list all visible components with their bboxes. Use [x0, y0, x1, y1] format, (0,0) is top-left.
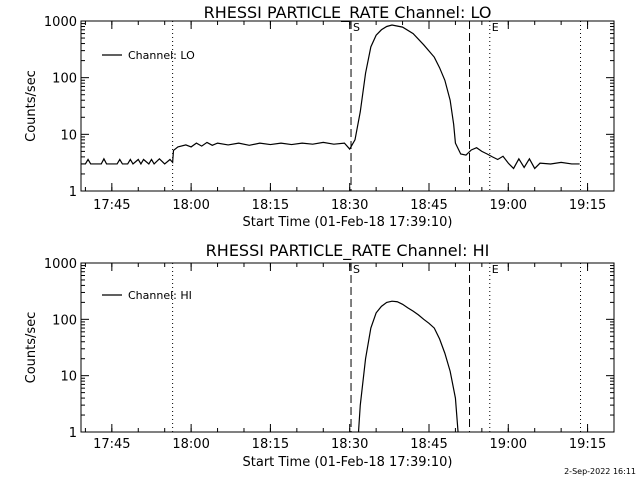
- chart-panel-1: RHESSI PARTICLE_RATE Channel: HI 1 10 100 10…: [24, 241, 615, 470]
- x-tick-label: 17:45: [93, 437, 130, 452]
- y-tick-label: 1000: [44, 257, 77, 272]
- y-axis-label: Counts/sec: [24, 70, 39, 142]
- x-tick-label: 17:45: [93, 198, 130, 213]
- y-tick-label: 1: [69, 185, 77, 200]
- x-tick-label: 18:00: [172, 198, 209, 213]
- legend-label: Channel: HI: [128, 289, 192, 302]
- x-tick-label: 19:00: [490, 437, 527, 452]
- x-tick-label: 18:15: [252, 437, 289, 452]
- x-tick-label: 18:15: [252, 198, 289, 213]
- x-tick-label: 19:15: [569, 437, 606, 452]
- event-marker-e: E: [492, 263, 499, 276]
- x-axis-label: Start Time (01-Feb-18 17:39:10): [243, 455, 453, 470]
- x-axis-label: Start Time (01-Feb-18 17:39:10): [243, 215, 453, 230]
- y-tick-label: 10: [60, 128, 77, 143]
- y-tick-label: 100: [52, 72, 77, 87]
- legend-label: Channel: LO: [128, 49, 195, 62]
- x-tick-label: 18:00: [172, 437, 209, 452]
- y-tick-label: 1: [69, 426, 77, 441]
- chart-title: RHESSI PARTICLE_RATE Channel: HI: [206, 241, 490, 261]
- plot-frame: [80, 20, 615, 192]
- event-marker-s: S: [353, 21, 360, 34]
- y-tick-label: 1000: [44, 15, 77, 30]
- y-tick-label: 10: [60, 370, 77, 385]
- chart-panel-0: RHESSI PARTICLE_RATE Channel: LO 1 10 100 10…: [24, 3, 615, 230]
- y-axis-label: Counts/sec: [24, 312, 39, 384]
- x-tick-label: 18:45: [410, 198, 447, 213]
- series-line: [357, 300, 459, 432]
- event-marker-s: S: [353, 263, 360, 276]
- x-tick-label: 18:45: [410, 437, 447, 452]
- event-marker-e: E: [492, 21, 499, 34]
- footer-timestamp: 2-Sep-2022 16:11: [564, 467, 636, 476]
- plot-frame: [80, 262, 615, 433]
- x-tick-label: 19:15: [569, 198, 606, 213]
- x-tick-label: 18:30: [331, 437, 368, 452]
- x-tick-label: 18:30: [331, 198, 368, 213]
- chart-title: RHESSI PARTICLE_RATE Channel: LO: [204, 3, 492, 23]
- x-tick-label: 19:00: [490, 198, 527, 213]
- series-line: [81, 24, 580, 170]
- y-tick-label: 100: [52, 313, 77, 328]
